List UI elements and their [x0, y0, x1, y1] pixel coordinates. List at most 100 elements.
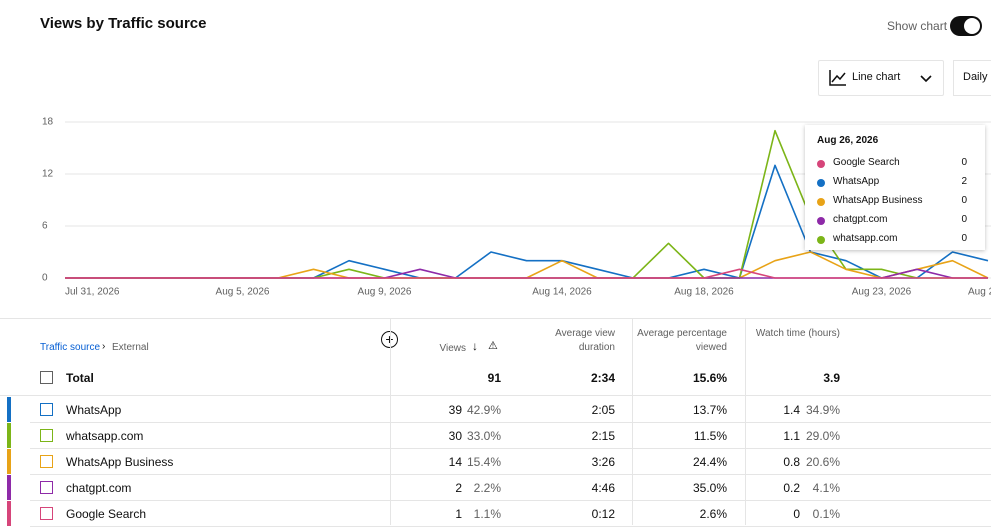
percent: 35.0%	[692, 481, 727, 495]
y-tick-label: 18	[42, 117, 54, 128]
row-color-bar	[7, 501, 11, 526]
tooltip-dot	[817, 179, 825, 187]
y-tick-label: 0	[42, 273, 48, 284]
duration: 3:26	[591, 455, 615, 469]
watch-share: 20.6%	[805, 455, 840, 469]
chart: 0 6 12 18 Jul 31, 2026 Aug 5, 2026 Aug 9, 2026…	[42, 117, 991, 298]
tooltip-value: 0	[961, 233, 967, 244]
tooltip: Aug 26, 2026 Google Search 0 WhatsApp 2 What…	[805, 125, 985, 250]
views: 2	[455, 481, 462, 495]
x-tick-label: Aug 23, 2026	[852, 287, 912, 298]
views: 14	[448, 455, 462, 469]
chart-type-select[interactable]: Line chart	[818, 60, 944, 96]
sort-icon: ↓	[472, 339, 478, 353]
breadcrumb-link: Traffic source	[40, 342, 101, 353]
duration: 2:05	[591, 403, 615, 417]
table: Traffic source› External + Views Average vie…	[0, 318, 991, 527]
caret	[920, 75, 932, 83]
tooltip-dot	[817, 217, 825, 225]
views: 39	[448, 403, 462, 417]
breadcrumb-sep: ›	[102, 341, 106, 352]
tooltip-value: 0	[961, 157, 967, 168]
chart-type-label: Line chart	[852, 71, 901, 83]
percent: 13.7%	[692, 403, 727, 417]
x-tick-label: Aug 2	[968, 287, 991, 298]
source-name: chatgpt.com	[66, 481, 132, 495]
percent: 11.5%	[693, 429, 727, 443]
x-tick-label: Aug 14, 2026	[532, 287, 592, 298]
views: 30	[448, 429, 462, 443]
tooltip-dot	[817, 198, 825, 206]
views-share: 42.9%	[466, 403, 501, 417]
tooltip-name: chatgpt.com	[833, 214, 888, 225]
series-line	[65, 251, 989, 279]
show-chart-label: Show chart	[887, 19, 948, 33]
column-header: Views	[439, 343, 467, 354]
divider	[30, 422, 991, 423]
percent: 24.4%	[692, 455, 727, 469]
add-metric[interactable]: +	[381, 331, 398, 348]
watch: 0.8	[783, 455, 800, 469]
watch-share: 4.1%	[812, 481, 840, 495]
views-share: 1.1%	[473, 507, 501, 521]
tooltip-dot	[817, 160, 825, 168]
duration: 0:12	[591, 507, 615, 521]
line-icon	[829, 70, 846, 86]
divider	[30, 500, 991, 501]
checkbox[interactable]	[40, 507, 53, 520]
divider	[30, 448, 991, 449]
column-header: Average percentage viewed	[637, 328, 727, 353]
views-share: 33.0%	[466, 429, 501, 443]
divider	[0, 318, 991, 319]
series-line	[65, 268, 988, 279]
divider	[0, 395, 991, 396]
row-color-bar	[7, 449, 11, 474]
watch-share: 29.0%	[805, 429, 840, 443]
source-name: whatsapp.com	[66, 429, 144, 443]
x-tick-label: Aug 5, 2026	[216, 287, 270, 298]
tooltip-value: 0	[961, 195, 967, 206]
row-color-bar	[7, 397, 11, 422]
tooltip-date: Aug 26, 2026	[817, 135, 879, 146]
row-color-bar	[7, 475, 11, 500]
total-percent: 15.6%	[692, 371, 727, 385]
duration: 2:15	[591, 429, 615, 443]
toggle[interactable]	[950, 16, 982, 36]
source-name: Google Search	[66, 507, 147, 521]
divider	[30, 474, 991, 475]
x-tick-label: Aug 9, 2026	[358, 287, 412, 298]
tooltip-name: WhatsApp	[833, 176, 880, 187]
checkbox[interactable]	[40, 455, 53, 468]
column-header: Average view duration	[555, 328, 615, 353]
column-divider	[745, 318, 746, 525]
tooltip-value: 0	[961, 214, 967, 225]
watch: 0.2	[783, 481, 800, 495]
tooltip-name: WhatsApp Business	[833, 195, 923, 206]
tooltip-value: 2	[961, 176, 967, 187]
duration: 4:46	[591, 481, 615, 495]
watch-share: 34.9%	[805, 403, 840, 417]
checkbox[interactable]	[40, 403, 53, 416]
x-tick-label: Aug 18, 2026	[674, 287, 734, 298]
tooltip-name: Google Search	[833, 157, 900, 168]
total-duration: 2:34	[590, 371, 615, 385]
checkbox[interactable]	[40, 481, 53, 494]
checkbox[interactable]	[40, 429, 53, 442]
source-name: WhatsApp	[66, 403, 122, 417]
period-select[interactable]: Daily	[953, 60, 991, 96]
total-watch: 3.9	[823, 371, 840, 385]
breadcrumb-current: External	[112, 342, 149, 353]
source-name: WhatsApp Business	[66, 455, 174, 469]
percent: 2.6%	[699, 507, 727, 521]
checkbox[interactable]	[40, 371, 53, 384]
column-divider	[632, 318, 633, 525]
y-tick-label: 6	[42, 221, 48, 232]
row-color-bar	[7, 423, 11, 448]
total-label: Total	[66, 371, 94, 385]
x-tick-label: Jul 31, 2026	[65, 287, 120, 298]
tooltip-name: whatsapp.com	[833, 233, 898, 244]
tooltip-dot	[817, 236, 825, 244]
watch: 1.1	[783, 429, 800, 443]
watch-share: 0.1%	[812, 507, 840, 521]
